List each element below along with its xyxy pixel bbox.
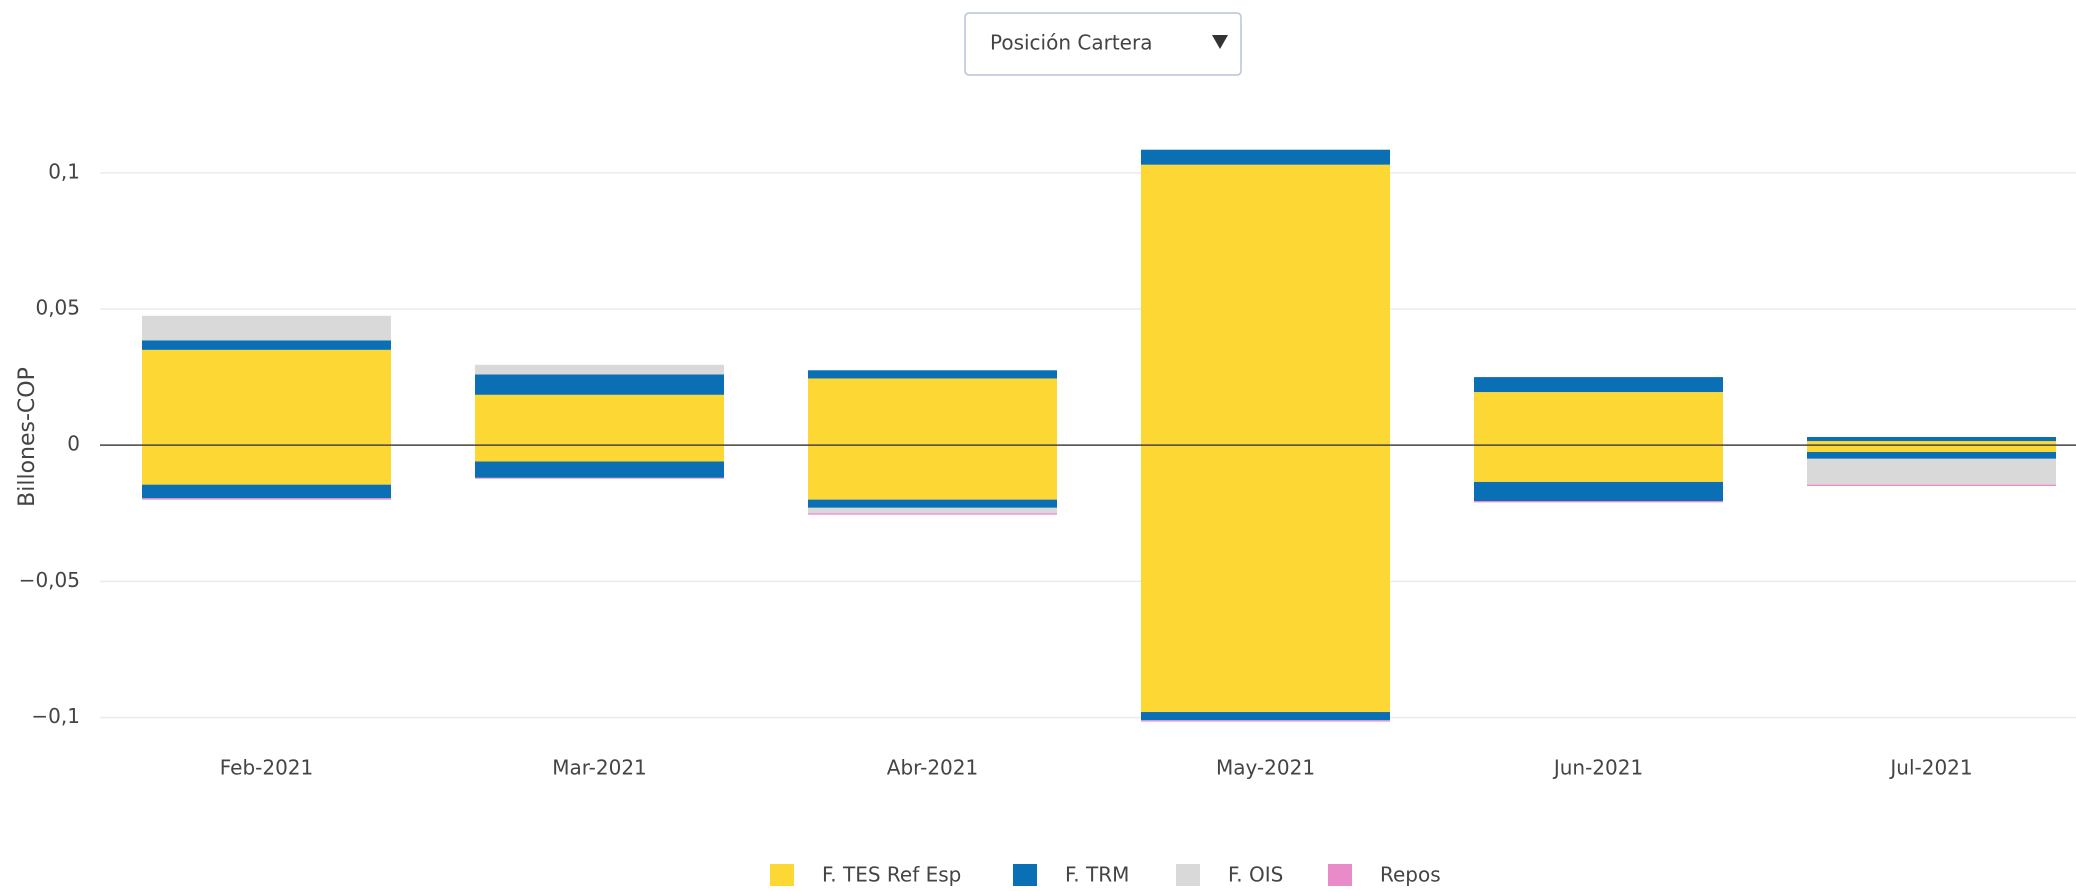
y-tick-label: 0,05 (35, 296, 80, 320)
bar-segment (142, 340, 391, 350)
x-tick-label: May-2021 (1216, 756, 1315, 780)
x-tick-label: Jun-2021 (1552, 756, 1643, 780)
bar-segment (1141, 164, 1390, 446)
y-tick-label: 0 (67, 432, 80, 456)
bar-segment (475, 461, 724, 478)
bar-segment (1807, 484, 2056, 487)
legend-label: Repos (1380, 863, 1441, 887)
legend-swatch (1013, 864, 1037, 886)
dropdown[interactable]: Posición Cartera (964, 12, 1242, 76)
bar-segment (1474, 392, 1723, 446)
legend-swatch (1328, 864, 1352, 886)
x-tick-label: Jul-2021 (1888, 756, 1972, 780)
bar-segment (142, 498, 391, 500)
bar-segment (1474, 377, 1723, 393)
dropdown-label[interactable]: Posición Cartera (990, 31, 1152, 55)
bar-segment (808, 370, 1057, 379)
bar-segment (1141, 720, 1390, 722)
bar-segment (1474, 445, 1723, 482)
legend-swatch (770, 864, 794, 886)
bar-segment (475, 445, 724, 462)
bar-segment (142, 349, 391, 446)
y-tick-label: 0,1 (48, 159, 80, 183)
bar-segment (808, 513, 1057, 515)
bar-segment (475, 394, 724, 446)
bar-segment (475, 364, 724, 375)
bar-segment (1474, 500, 1723, 503)
dropdown-arrow[interactable] (1212, 35, 1228, 49)
bar-segment (1807, 437, 2056, 442)
bar-segment (808, 378, 1057, 446)
bar-segment (475, 477, 724, 479)
bar-segment (1141, 149, 1390, 165)
bar-segment (142, 445, 391, 485)
bar-segment (1807, 441, 2056, 446)
bar-segment (808, 445, 1057, 500)
bar-segment (808, 499, 1057, 508)
bar-segment (1807, 445, 2056, 452)
x-tick-label: Feb-2021 (220, 756, 314, 780)
legend-label: F. TRM (1065, 863, 1129, 887)
bar-segment (1807, 451, 2056, 459)
y-axis-label: Billones-COP (15, 367, 40, 507)
dropdown-box[interactable] (964, 12, 1242, 76)
legend-label: F. OIS (1228, 863, 1283, 887)
bar-segment (142, 315, 391, 341)
y-tick-label: −0,05 (19, 568, 80, 592)
bar-segment (142, 484, 391, 499)
x-tick-label: Abr-2021 (887, 756, 978, 780)
bar-segment (808, 507, 1057, 514)
bar-segment (1141, 712, 1390, 721)
bar-segment (475, 374, 724, 395)
y-tick-label: −0,1 (31, 704, 80, 728)
x-tick-label: Mar-2021 (552, 756, 647, 780)
bar-segment (1474, 481, 1723, 501)
legend-swatch (1176, 864, 1200, 886)
legend-label: F. TES Ref Esp (822, 863, 961, 887)
bar-segment (1141, 445, 1390, 713)
bar-segment (1807, 458, 2056, 485)
